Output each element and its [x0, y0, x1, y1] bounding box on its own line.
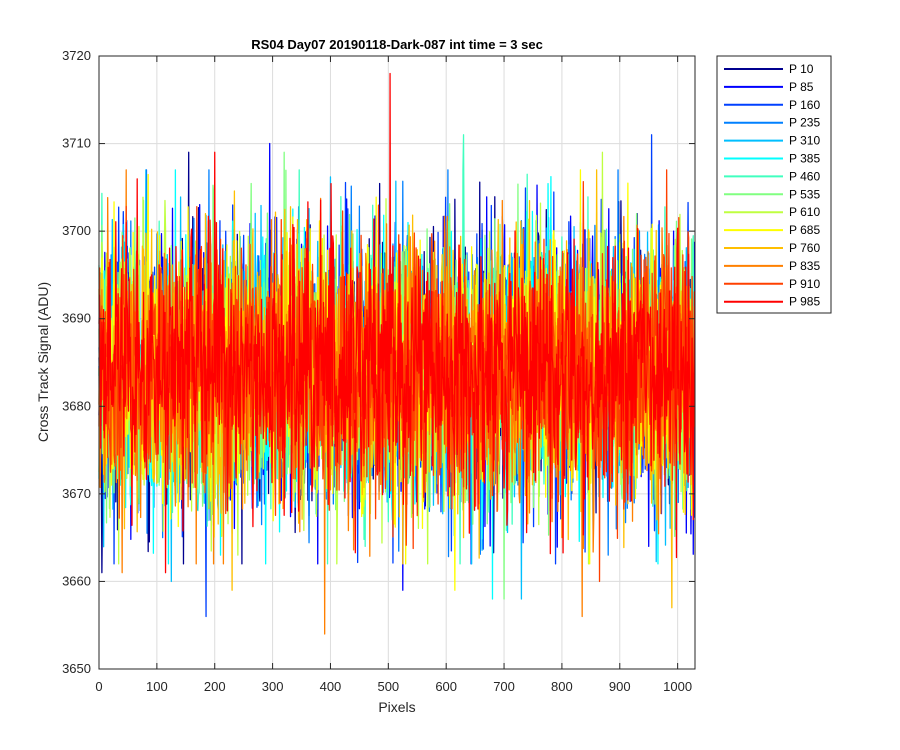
y-tick-label: 3720 [62, 48, 91, 63]
legend-label: P 310 [789, 134, 820, 148]
x-tick-label: 400 [320, 679, 342, 694]
legend-label: P 10 [789, 62, 814, 76]
x-tick-label: 800 [551, 679, 573, 694]
x-tick-label: 200 [204, 679, 226, 694]
legend-box [716, 55, 832, 314]
x-tick-label: 100 [146, 679, 168, 694]
y-tick-label: 3660 [62, 573, 91, 588]
x-tick-label: 0 [95, 679, 102, 694]
legend-label: P 85 [789, 80, 814, 94]
y-tick-label: 3650 [62, 661, 91, 676]
legend-label: P 910 [789, 277, 820, 291]
legend-label: P 460 [789, 169, 820, 183]
x-tick-label: 600 [435, 679, 457, 694]
legend-label: P 535 [789, 187, 820, 201]
y-tick-label: 3670 [62, 486, 91, 501]
x-tick-label: 300 [262, 679, 284, 694]
legend-label: P 985 [789, 295, 820, 309]
legend-label: P 160 [789, 98, 820, 112]
series-line [98, 72, 696, 574]
series-lines [98, 72, 696, 635]
legend-label: P 835 [789, 259, 820, 273]
y-tick-label: 3710 [62, 136, 91, 151]
y-tick-label: 3690 [62, 311, 91, 326]
legend-label: P 760 [789, 241, 820, 255]
x-tick-label: 1000 [663, 679, 692, 694]
axis-ticks: 0 100 200 300 400 500 600 700 800 900 1000 3650 3660… [62, 48, 695, 694]
x-tick-label: 500 [377, 679, 399, 694]
chart-title: RS04 Day07 20190118-Dark-087 int time = … [251, 37, 543, 52]
x-tick-label: 700 [493, 679, 515, 694]
legend-label: P 385 [789, 152, 820, 166]
axes-box [98, 55, 696, 670]
x-tick-label: 900 [609, 679, 631, 694]
legend-items: P 10 P 85 P 160 P 235 P 310 P 385 P 460 P 535 P … [724, 62, 820, 309]
y-axis-label: Cross Track Signal (ADU) [35, 282, 51, 442]
y-tick-label: 3680 [62, 398, 91, 413]
legend-label: P 685 [789, 223, 820, 237]
legend-label: P 235 [789, 116, 820, 130]
x-axis-label: Pixels [378, 699, 415, 715]
legend: P 10 P 85 P 160 P 235 P 310 P 385 P 460 P 535 P … [716, 55, 832, 314]
y-tick-label: 3700 [62, 223, 91, 238]
legend-label: P 610 [789, 205, 820, 219]
